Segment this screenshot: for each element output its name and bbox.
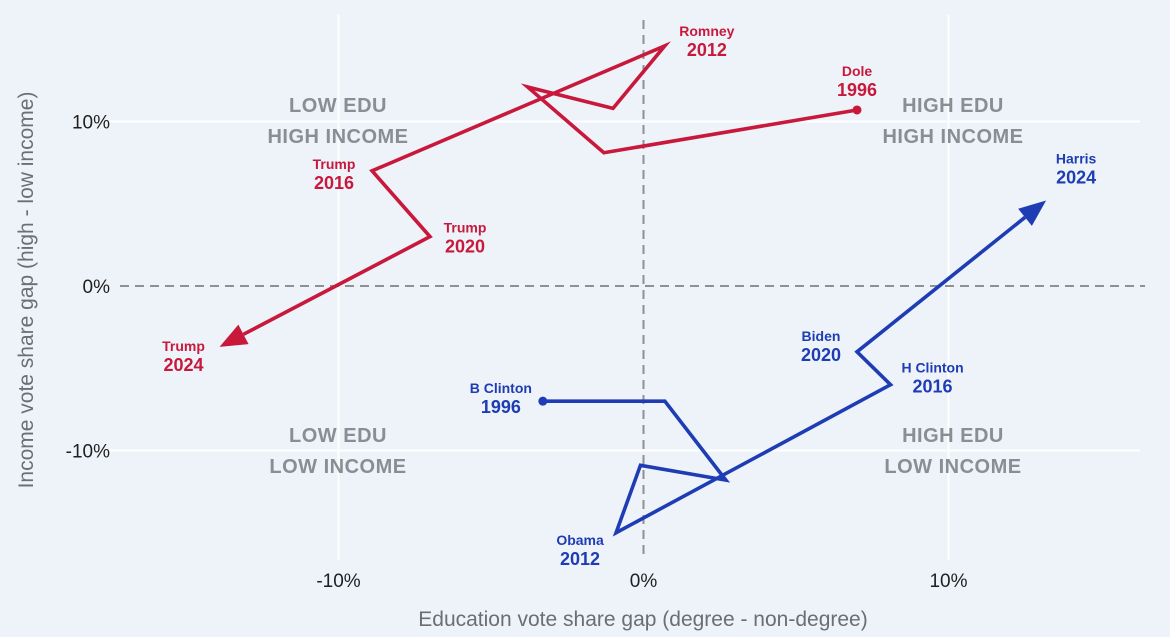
tick-layer: -10% 0% 10% 10% 0% -10%: [66, 113, 968, 593]
democratic-label-name-6: Biden: [802, 328, 841, 344]
democratic-label-year-7: 2024: [1056, 167, 1096, 187]
quadrant-label-top-right-line2: HIGH INCOME: [882, 126, 1023, 148]
x-tick-label-0: -10%: [316, 571, 360, 592]
quadrant-label-top-right-line1: HIGH EDU: [902, 95, 1004, 117]
republican-label-year-0: 1996: [837, 80, 877, 100]
quadrant-label-bottom-right-line1: HIGH EDU: [902, 425, 1004, 447]
republican-label-name-5: Trump: [313, 156, 356, 172]
quadrant-label-bottom-left-line2: LOW INCOME: [269, 456, 406, 478]
republican-label-name-6: Trump: [444, 220, 487, 236]
quadrant-label-top-left-line1: LOW EDU: [289, 95, 387, 117]
quadrant-label-bottom-left-line1: LOW EDU: [289, 425, 387, 447]
series-layer: [219, 41, 1047, 537]
democratic-label-year-4: 2012: [560, 549, 600, 569]
republican-label-year-4: 2012: [687, 40, 727, 60]
republican-series-line: [242, 41, 858, 336]
quadrant-label-bottom-right-line2: LOW INCOME: [884, 456, 1021, 478]
x-tick-label-1: 0%: [630, 571, 658, 592]
democratic-label-name-7: Harris: [1056, 150, 1097, 166]
x-tick-label-2: 10%: [929, 571, 967, 592]
republican-label-name-4: Romney: [679, 23, 734, 39]
republican-label-year-5: 2016: [314, 173, 354, 193]
republican-label-year-7: 2024: [164, 355, 204, 375]
democratic-arrow-head: [1018, 200, 1047, 226]
grid: [90, 15, 1140, 560]
y-axis-title: Income vote share gap (high - low income…: [15, 92, 38, 489]
y-tick-label-1: 0%: [83, 277, 111, 298]
republican-arrow-head: [219, 324, 249, 347]
democratic-label-year-5: 2016: [913, 377, 953, 397]
republican-start-dot: [852, 105, 862, 115]
democratic-label-name-0: B Clinton: [470, 380, 532, 396]
y-tick-label-2: -10%: [66, 442, 110, 463]
democratic-start-dot: [538, 396, 548, 406]
quadrant-labels: LOW EDU HIGH INCOME HIGH EDU HIGH INCOME…: [267, 95, 1023, 478]
democratic-label-year-0: 1996: [481, 397, 521, 417]
quadrant-label-top-left-line2: HIGH INCOME: [267, 126, 408, 148]
democratic-label-name-4: Obama: [556, 532, 604, 548]
label-layer: Dole1996Romney2012Trump2016Trump2020Trum…: [162, 23, 1096, 569]
zero-lines: [120, 20, 1145, 560]
democratic-series-line: [542, 215, 1027, 537]
x-axis-title: Education vote share gap (degree - non-d…: [418, 608, 867, 631]
republican-label-name-7: Trump: [162, 338, 205, 354]
democratic-label-year-6: 2020: [801, 345, 841, 365]
y-tick-label-0: 10%: [72, 113, 110, 134]
republican-label-name-0: Dole: [842, 63, 873, 79]
democratic-label-name-5: H Clinton: [901, 360, 963, 376]
republican-label-year-6: 2020: [445, 237, 485, 257]
